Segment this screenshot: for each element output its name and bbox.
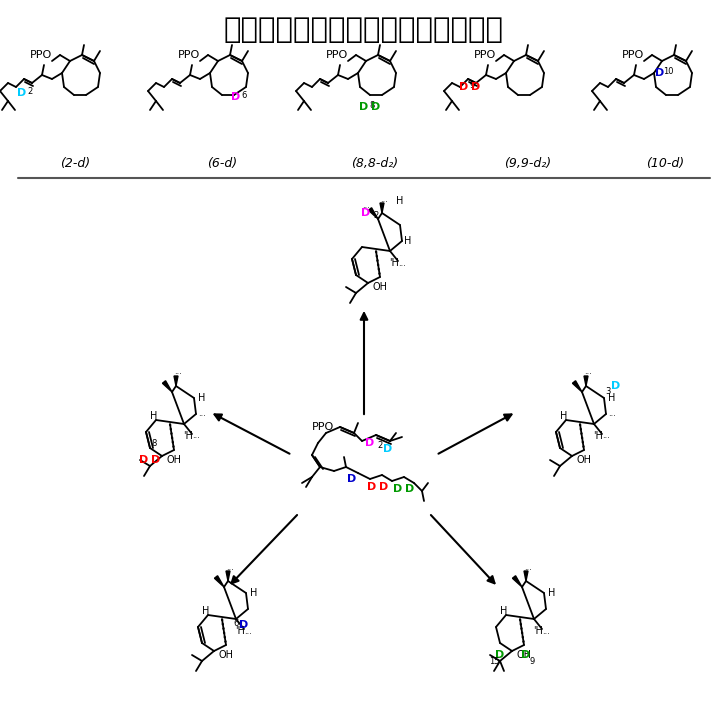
Text: H: H — [198, 393, 206, 403]
Text: OH: OH — [218, 650, 234, 660]
Text: 9: 9 — [470, 81, 475, 89]
Text: H: H — [500, 606, 507, 616]
Text: D: D — [612, 381, 621, 391]
Text: 9: 9 — [529, 657, 534, 665]
Text: OH: OH — [516, 650, 531, 660]
Text: PPO: PPO — [312, 422, 334, 432]
Text: D: D — [232, 92, 241, 102]
Text: D: D — [655, 68, 665, 78]
Text: ...: ... — [602, 431, 610, 441]
Text: ...: ... — [226, 562, 234, 572]
Text: (6-d): (6-d) — [207, 156, 237, 169]
Polygon shape — [368, 208, 378, 219]
Text: 8: 8 — [151, 439, 157, 449]
Text: ...: ... — [362, 200, 370, 210]
Text: 'H: 'H — [533, 626, 543, 636]
Text: H: H — [202, 606, 210, 616]
Text: 'H: 'H — [593, 431, 603, 441]
Text: ...: ... — [398, 258, 406, 268]
Text: 2: 2 — [377, 441, 383, 449]
Polygon shape — [572, 381, 582, 392]
Text: D: D — [459, 82, 469, 92]
Polygon shape — [524, 571, 528, 581]
Text: OH: OH — [577, 455, 592, 465]
Text: ...: ... — [380, 194, 388, 204]
Text: D: D — [393, 484, 403, 494]
Text: 15: 15 — [488, 657, 499, 665]
Polygon shape — [226, 571, 230, 581]
Polygon shape — [584, 376, 588, 386]
Text: D: D — [379, 482, 389, 492]
Text: 'H: 'H — [389, 258, 399, 268]
Text: H: H — [250, 588, 258, 598]
Text: D: D — [471, 82, 480, 92]
Text: D: D — [347, 474, 357, 484]
Text: D: D — [365, 438, 375, 448]
Text: D: D — [371, 102, 381, 112]
Text: ...: ... — [584, 367, 592, 377]
Text: H: H — [396, 196, 404, 206]
Text: D: D — [151, 455, 161, 465]
Text: ...: ... — [192, 431, 200, 441]
Text: ...: ... — [244, 626, 252, 636]
Text: 重水素化プローブを用いた追跡実験: 重水素化プローブを用いた追跡実験 — [224, 16, 504, 44]
Text: D: D — [139, 455, 149, 465]
Polygon shape — [513, 576, 522, 587]
Text: H: H — [561, 411, 568, 421]
Text: (9,9-d₂): (9,9-d₂) — [505, 156, 552, 169]
Text: (8,8-d₂): (8,8-d₂) — [352, 156, 398, 169]
Text: D: D — [521, 650, 531, 660]
Text: 3: 3 — [605, 387, 611, 397]
Text: PPO: PPO — [178, 50, 200, 60]
Text: PPO: PPO — [474, 50, 496, 60]
Text: D: D — [361, 208, 371, 218]
Text: (2-d): (2-d) — [60, 156, 90, 169]
Text: D: D — [405, 484, 415, 494]
Polygon shape — [380, 203, 384, 213]
Text: 6: 6 — [241, 91, 247, 99]
Text: PPO: PPO — [326, 50, 348, 60]
Polygon shape — [174, 376, 178, 386]
Text: (10-d): (10-d) — [646, 156, 684, 169]
Text: OH: OH — [167, 455, 181, 465]
Text: PPO: PPO — [30, 50, 52, 60]
Text: D: D — [240, 620, 249, 630]
Text: D: D — [368, 482, 376, 492]
Text: D: D — [17, 88, 27, 98]
Text: H: H — [150, 411, 158, 421]
Text: D: D — [495, 650, 505, 660]
Text: 2: 2 — [373, 210, 379, 220]
Text: D: D — [360, 102, 368, 112]
Polygon shape — [215, 576, 224, 587]
Text: ...: ... — [198, 410, 206, 418]
Text: ...: ... — [174, 367, 182, 377]
Text: 6: 6 — [233, 618, 239, 628]
Text: 10: 10 — [662, 66, 673, 76]
Text: H: H — [548, 588, 555, 598]
Text: PPO: PPO — [622, 50, 644, 60]
Text: ...: ... — [542, 626, 550, 636]
Text: ...: ... — [524, 562, 532, 572]
Text: 'H: 'H — [183, 431, 193, 441]
Text: 'H: 'H — [235, 626, 245, 636]
Polygon shape — [162, 381, 172, 392]
Text: D: D — [384, 444, 392, 454]
Text: OH: OH — [373, 282, 387, 292]
Text: ...: ... — [608, 410, 616, 418]
Text: H: H — [404, 236, 412, 246]
Text: H: H — [609, 393, 616, 403]
Text: 8: 8 — [369, 101, 375, 109]
Text: 2: 2 — [28, 86, 33, 96]
